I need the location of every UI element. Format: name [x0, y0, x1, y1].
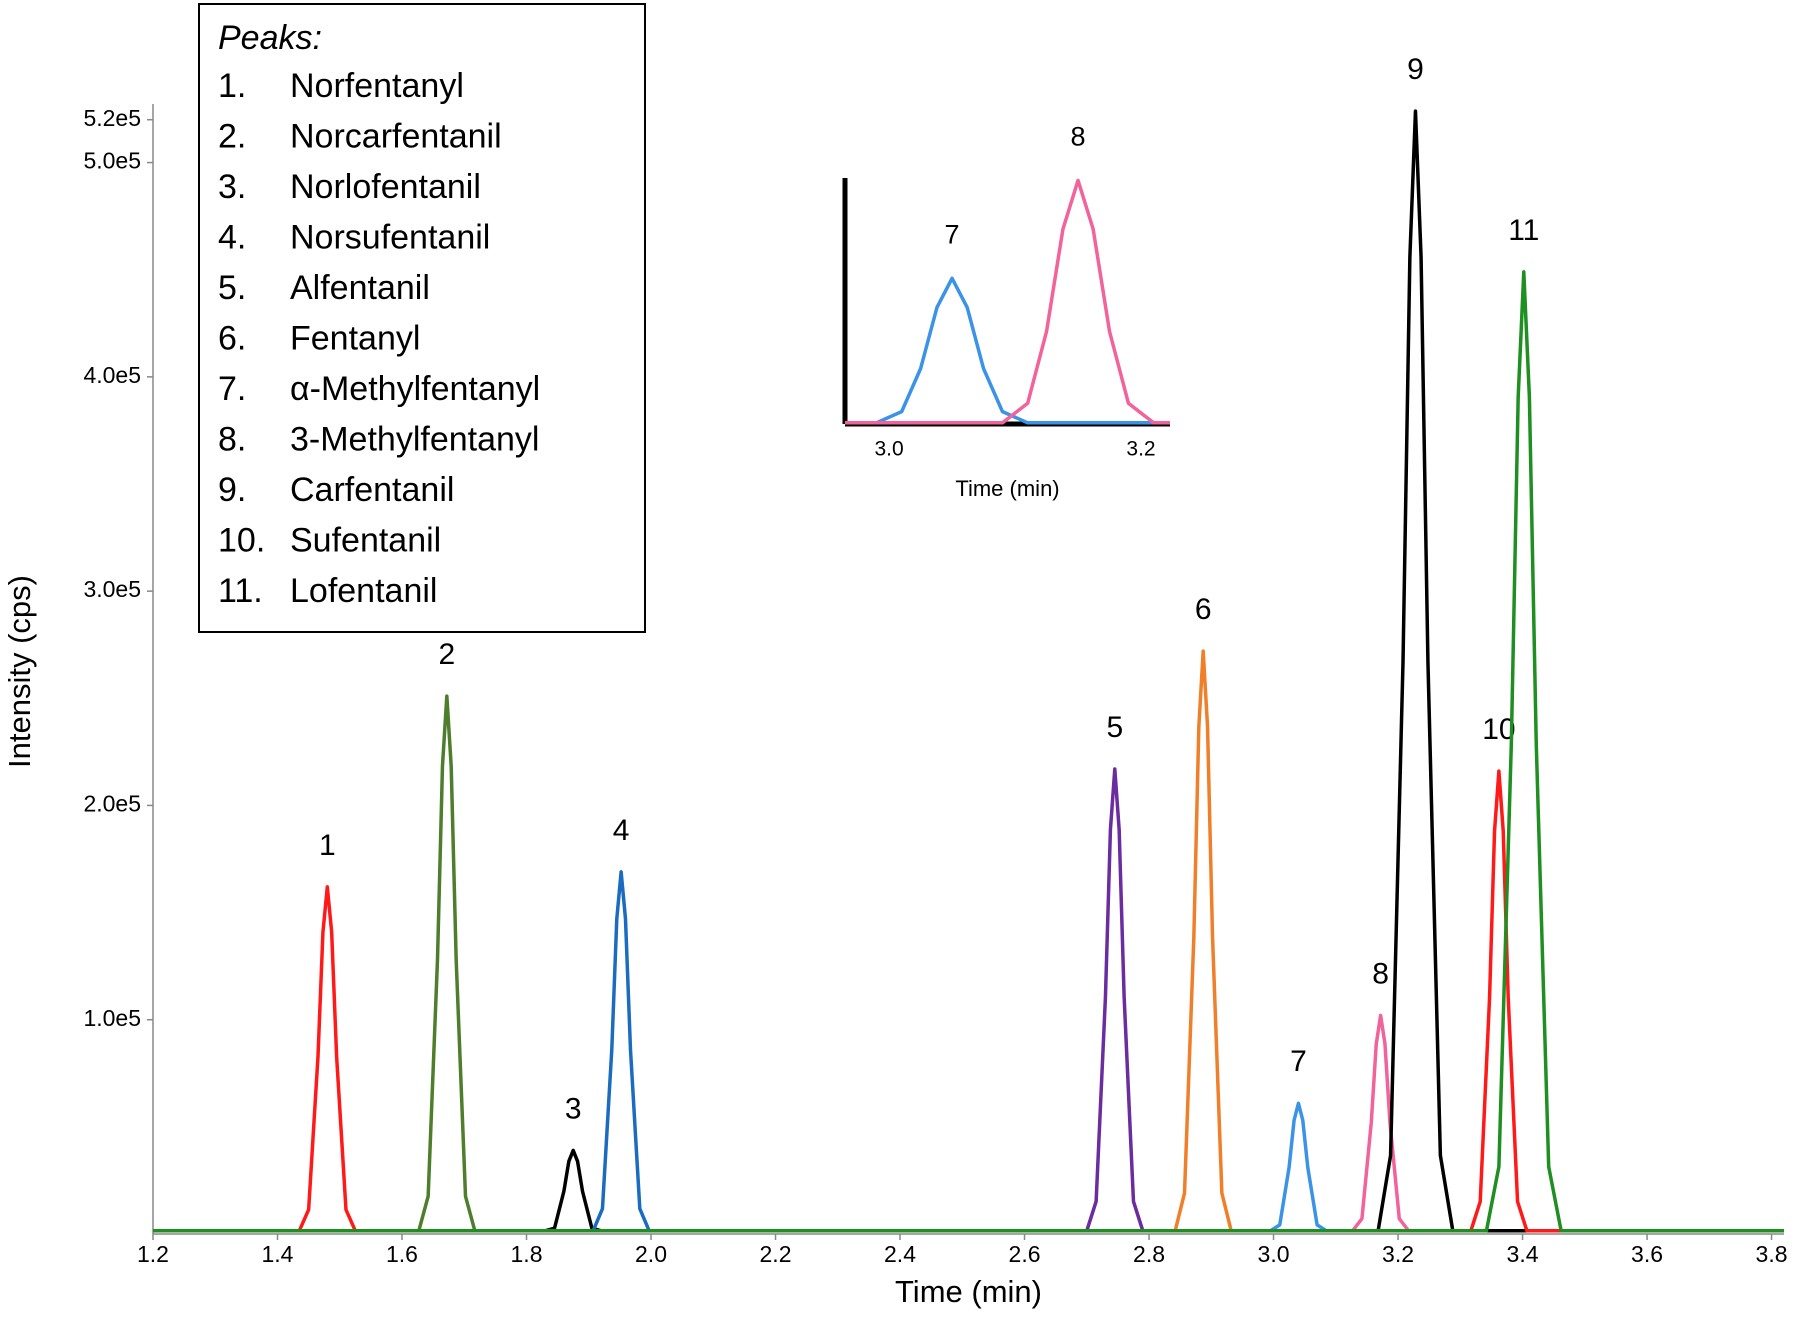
x-tick-label: 3.6 — [1631, 1241, 1663, 1267]
peak-label: 1 — [319, 829, 336, 862]
legend-name: Carfentanil — [290, 471, 454, 509]
legend-box — [198, 3, 646, 633]
x-tick-label: 2.6 — [1009, 1241, 1041, 1267]
legend-name: Alfentanil — [290, 269, 430, 307]
peak-trace — [153, 109, 1784, 1233]
peak-label: 8 — [1071, 122, 1086, 152]
x-axis-title: Time (min) — [955, 476, 1059, 501]
y-tick-label: 2.0e5 — [83, 791, 141, 817]
legend-number: 6. — [218, 319, 246, 357]
legend-name: Lofentanil — [290, 572, 437, 610]
peak-trace — [153, 767, 1784, 1233]
peak-trace — [845, 276, 1170, 425]
legend-name: Fentanyl — [290, 319, 420, 357]
x-tick-label: 3.0 — [1258, 1241, 1290, 1267]
legend-title: Peaks: — [218, 19, 322, 57]
y-tick-label: 1.0e5 — [83, 1005, 141, 1031]
peak-label: 3 — [565, 1092, 582, 1125]
x-tick-label: 2.2 — [760, 1241, 792, 1267]
x-tick-label: 2.4 — [884, 1241, 916, 1267]
legend-number: 11. — [218, 572, 263, 610]
peak-trace — [153, 870, 1784, 1233]
peak-label: 11 — [1508, 214, 1539, 247]
y-tick-label: 3.0e5 — [83, 576, 141, 602]
x-tick-label: 3.2 — [1382, 1241, 1414, 1267]
legend-name: α-Methylfentanyl — [290, 370, 540, 408]
peak-label: 5 — [1106, 711, 1123, 744]
legend-name: Norcarfentanil — [290, 117, 502, 155]
peak-label: 7 — [945, 219, 960, 249]
peak-trace — [153, 1013, 1784, 1233]
legend-name: 3-Methylfentanyl — [290, 420, 539, 458]
legend-number: 8. — [218, 420, 246, 458]
legend-number: 4. — [218, 218, 246, 256]
x-tick-label: 1.6 — [386, 1241, 418, 1267]
legend-number: 5. — [218, 269, 246, 307]
peak-label: 9 — [1407, 53, 1424, 86]
legend-number: 3. — [218, 168, 246, 206]
peak-trace — [153, 769, 1784, 1233]
x-tick-label: 1.2 — [137, 1241, 169, 1267]
peak-label: 2 — [438, 638, 455, 671]
x-tick-label: 3.2 — [1126, 438, 1155, 461]
legend-name: Norfentanyl — [290, 67, 464, 105]
y-tick-label: 5.0e5 — [83, 148, 141, 174]
x-axis-title: Time (min) — [895, 1274, 1042, 1309]
legend-number: 10. — [218, 521, 265, 559]
x-tick-label: 1.4 — [262, 1241, 294, 1267]
legend-number: 2. — [218, 117, 246, 155]
x-tick-label: 1.8 — [511, 1241, 543, 1267]
legend-name: Sufentanil — [290, 521, 441, 559]
x-tick-label: 2.0 — [635, 1241, 667, 1267]
x-tick-label: 2.8 — [1133, 1241, 1165, 1267]
y-tick-label: 5.2e5 — [83, 105, 141, 131]
x-tick-label: 3.4 — [1507, 1241, 1539, 1267]
peak-trace — [153, 694, 1784, 1233]
legend-name: Norlofentanil — [290, 168, 481, 206]
peak-trace — [153, 270, 1784, 1233]
x-tick-label: 3.0 — [874, 438, 903, 461]
legend-number: 7. — [218, 370, 246, 408]
peak-label: 8 — [1372, 957, 1389, 990]
peak-trace — [153, 1101, 1784, 1233]
y-tick-label: 4.0e5 — [83, 362, 141, 388]
peak-label: 6 — [1195, 593, 1212, 626]
peak-trace — [153, 885, 1784, 1233]
peak-label: 4 — [613, 814, 630, 847]
x-tick-label: 3.8 — [1756, 1241, 1788, 1267]
peak-trace — [153, 1148, 1784, 1233]
peak-trace — [845, 178, 1170, 425]
y-axis-title: Intensity (cps) — [2, 575, 37, 768]
legend-name: Norsufentanil — [290, 218, 490, 256]
peak-label: 7 — [1290, 1045, 1307, 1078]
legend-number: 9. — [218, 471, 246, 509]
peak-trace — [153, 649, 1784, 1233]
legend-number: 1. — [218, 67, 246, 105]
